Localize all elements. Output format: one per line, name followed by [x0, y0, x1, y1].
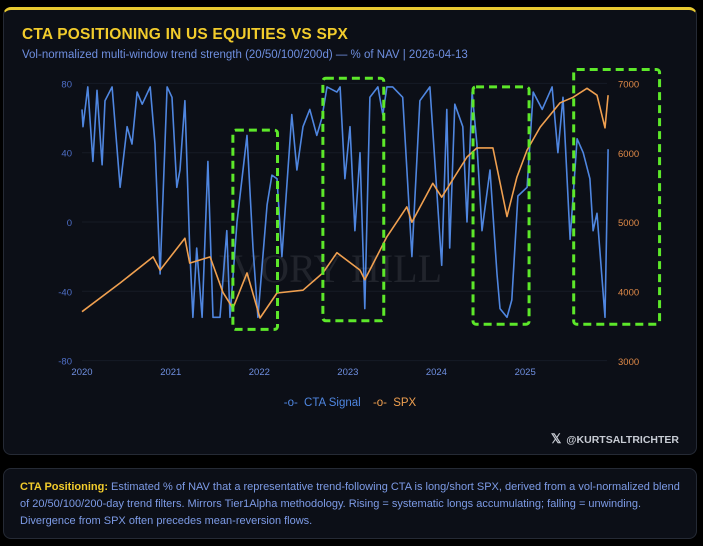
- note-text: Estimated % of NAV that a representative…: [20, 481, 680, 527]
- chart-legend: -o- CTA Signal -o- SPX: [0, 397, 703, 409]
- author-handle: 𝕏 @KURTSALTRICHTER: [551, 431, 679, 447]
- y-left-tick-label: 80: [61, 79, 72, 90]
- spx-line: [81, 87, 609, 319]
- watermark-logo: IVORY HILL: [218, 246, 442, 291]
- cta-signal-line: [81, 86, 609, 319]
- chart-subtitle: Vol-normalized multi-window trend streng…: [22, 49, 468, 61]
- y-left-tick-label: 0: [67, 218, 72, 229]
- y-right-tick-label: 7000: [618, 79, 639, 90]
- chart-plot: IVORY HILL 80 40 0 -40 -80 7000 6000 5000 4000 30…: [58, 68, 662, 378]
- y-right-tick-label: 6000: [618, 149, 639, 160]
- x-logo-icon: 𝕏: [550, 431, 562, 446]
- y-left-tick-label: 40: [61, 149, 72, 160]
- x-tick-label: 2024: [426, 367, 447, 378]
- legend-spx[interactable]: -o- SPX: [372, 397, 417, 409]
- x-tick-label: 2025: [515, 367, 536, 378]
- x-tick-label: 2023: [337, 367, 358, 378]
- y-right-tick-label: 5000: [618, 218, 639, 229]
- note-label: CTA Positioning:: [20, 481, 108, 493]
- highlight-box: [231, 128, 280, 331]
- legend-spx-label: SPX: [393, 397, 417, 409]
- x-tick-label: 2020: [71, 367, 92, 378]
- legend-cta[interactable]: -o- CTA Signal: [283, 397, 361, 409]
- y-right-tick-label: 4000: [618, 288, 639, 299]
- y-left-tick-label: -40: [58, 287, 72, 298]
- highlight-box: [572, 68, 662, 326]
- legend-cta-label: CTA Signal: [304, 397, 361, 409]
- highlight-box: [471, 85, 531, 326]
- y-right-tick-label: 3000: [618, 357, 639, 368]
- chart-card: [3, 7, 697, 455]
- description-note: CTA Positioning: Estimated % of NAV that…: [3, 468, 697, 539]
- handle-text: @KURTSALTRICHTER: [566, 434, 679, 446]
- chart-title: CTA POSITIONING IN US EQUITIES VS SPX: [22, 26, 349, 43]
- x-tick-label: 2021: [160, 367, 181, 378]
- y-left-tick-label: -80: [58, 357, 72, 368]
- x-tick-label: 2022: [249, 367, 270, 378]
- highlight-box: [321, 76, 386, 323]
